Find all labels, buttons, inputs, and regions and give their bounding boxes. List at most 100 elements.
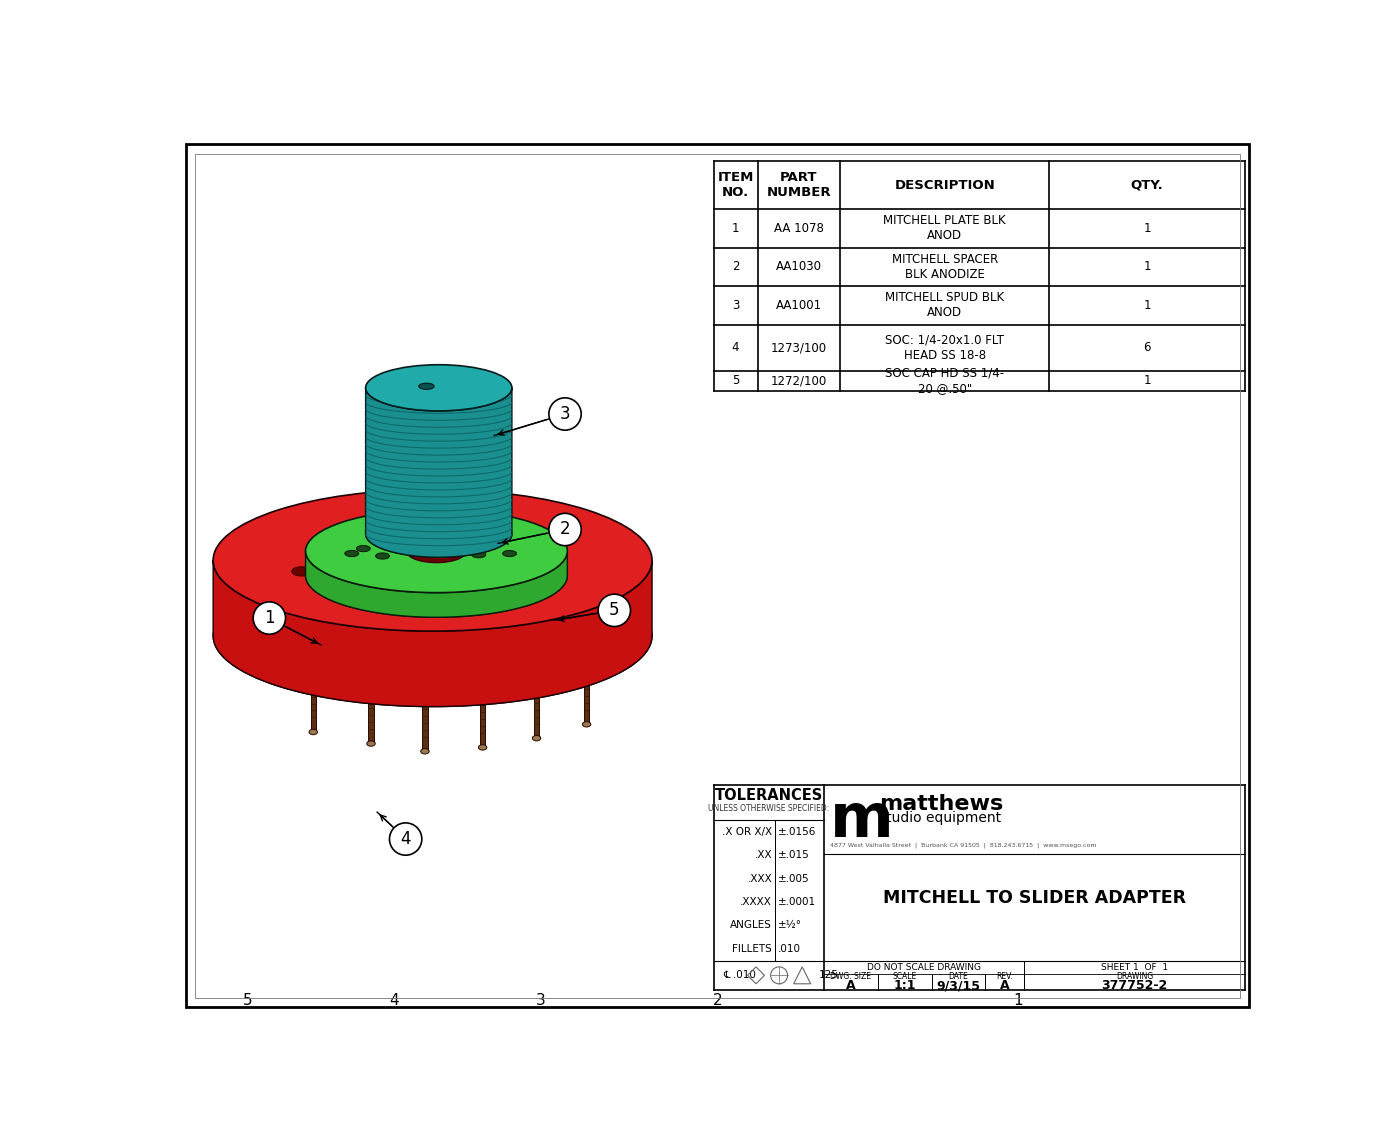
Text: .XXXX: .XXXX xyxy=(741,897,773,907)
Text: QTY.: QTY. xyxy=(1131,179,1163,192)
Ellipse shape xyxy=(365,511,512,557)
Text: .X OR X/X: .X OR X/X xyxy=(722,826,773,837)
Text: A: A xyxy=(846,979,855,992)
Ellipse shape xyxy=(414,546,420,548)
Polygon shape xyxy=(364,644,378,655)
Text: DRAWING: DRAWING xyxy=(1116,972,1154,982)
Text: UNLESS OTHERWISE SPECIFIED:: UNLESS OTHERWISE SPECIFIED: xyxy=(708,804,829,813)
Text: AA1030: AA1030 xyxy=(776,260,822,274)
Ellipse shape xyxy=(322,549,343,559)
Polygon shape xyxy=(584,636,589,724)
Ellipse shape xyxy=(361,540,381,551)
Ellipse shape xyxy=(582,722,591,727)
Ellipse shape xyxy=(367,741,375,747)
Text: MITCHELL TO SLIDER ADAPTER: MITCHELL TO SLIDER ADAPTER xyxy=(883,889,1186,907)
Text: 1: 1 xyxy=(1144,299,1151,312)
Polygon shape xyxy=(580,625,594,636)
Text: DATE: DATE xyxy=(949,972,969,982)
Text: 2: 2 xyxy=(713,993,722,1008)
Ellipse shape xyxy=(483,538,498,546)
Ellipse shape xyxy=(346,564,365,573)
Ellipse shape xyxy=(532,735,540,741)
Circle shape xyxy=(389,823,421,855)
Text: DESCRIPTION: DESCRIPTION xyxy=(895,179,995,192)
Text: ±.0156: ±.0156 xyxy=(778,826,816,837)
Text: ITEM
NO.: ITEM NO. xyxy=(717,171,753,200)
Polygon shape xyxy=(213,560,652,707)
Polygon shape xyxy=(368,656,374,743)
Text: 1273/100: 1273/100 xyxy=(770,341,827,355)
Text: SCALE: SCALE xyxy=(892,972,917,982)
Ellipse shape xyxy=(377,570,396,580)
Polygon shape xyxy=(480,659,486,748)
Text: 6: 6 xyxy=(1144,341,1151,355)
Ellipse shape xyxy=(291,567,312,576)
Polygon shape xyxy=(305,551,567,617)
Text: TOLERANCES: TOLERANCES xyxy=(714,789,823,804)
Ellipse shape xyxy=(357,546,370,552)
Text: 1: 1 xyxy=(1144,222,1151,235)
Polygon shape xyxy=(529,638,545,650)
Text: 3: 3 xyxy=(536,993,545,1008)
Text: DO NOT SCALE DRAWING: DO NOT SCALE DRAWING xyxy=(867,963,981,972)
Text: PART
NUMBER: PART NUMBER xyxy=(766,171,832,200)
Text: MITCHELL SPUD BLK
ANOD: MITCHELL SPUD BLK ANOD xyxy=(885,292,1004,319)
Ellipse shape xyxy=(213,565,652,707)
Ellipse shape xyxy=(419,383,434,390)
Ellipse shape xyxy=(484,544,504,553)
Text: DWG. SIZE: DWG. SIZE xyxy=(830,972,871,982)
Text: 3: 3 xyxy=(732,299,739,312)
Text: ±.005: ±.005 xyxy=(778,873,811,884)
Text: ±½°: ±½° xyxy=(778,920,802,930)
Text: ±.015: ±.015 xyxy=(778,850,811,860)
Text: AA1001: AA1001 xyxy=(776,299,822,312)
Text: 1: 1 xyxy=(1014,993,1022,1008)
Text: matthews: matthews xyxy=(879,795,1004,814)
Ellipse shape xyxy=(420,749,430,754)
Text: 2: 2 xyxy=(560,521,570,538)
Ellipse shape xyxy=(309,730,318,734)
Ellipse shape xyxy=(213,489,652,632)
Text: 3: 3 xyxy=(560,405,570,423)
Text: 4: 4 xyxy=(732,341,739,355)
Text: SOC: 1/4-20x1.0 FLT
HEAD SS 18-8: SOC: 1/4-20x1.0 FLT HEAD SS 18-8 xyxy=(885,334,1004,361)
Ellipse shape xyxy=(531,553,550,562)
Text: ANGLES: ANGLES xyxy=(731,920,773,930)
Text: m: m xyxy=(830,791,893,850)
Circle shape xyxy=(598,594,630,627)
Text: 4877 West Valhalla Street  |  Burbank CA 91505  |  818.243.6715  |  www.msego.co: 4877 West Valhalla Street | Burbank CA 9… xyxy=(830,842,1096,848)
Ellipse shape xyxy=(375,553,389,559)
Text: SHEET 1  OF  1: SHEET 1 OF 1 xyxy=(1100,963,1168,972)
Text: 4: 4 xyxy=(400,830,412,848)
Text: .XX: .XX xyxy=(755,850,773,860)
Ellipse shape xyxy=(365,365,512,410)
Ellipse shape xyxy=(484,571,497,577)
Text: 9/3/15: 9/3/15 xyxy=(937,979,980,992)
Text: 1: 1 xyxy=(265,609,274,627)
Ellipse shape xyxy=(479,744,487,750)
Ellipse shape xyxy=(483,543,497,549)
Ellipse shape xyxy=(406,539,466,563)
Polygon shape xyxy=(365,388,512,557)
Text: A: A xyxy=(1000,979,1009,992)
Text: AA 1078: AA 1078 xyxy=(774,222,823,235)
Polygon shape xyxy=(475,648,490,659)
Text: 125: 125 xyxy=(819,970,839,980)
Ellipse shape xyxy=(472,552,486,557)
Ellipse shape xyxy=(487,540,494,544)
Text: studio equipment: studio equipment xyxy=(879,812,1001,825)
Text: MITCHELL PLATE BLK
ANOD: MITCHELL PLATE BLK ANOD xyxy=(883,214,1007,243)
Ellipse shape xyxy=(507,561,528,570)
Text: .XXX: .XXX xyxy=(748,873,773,884)
Text: 5: 5 xyxy=(732,374,739,388)
Polygon shape xyxy=(533,650,539,739)
Text: 1: 1 xyxy=(1144,260,1151,274)
Ellipse shape xyxy=(305,510,567,593)
Text: REV.: REV. xyxy=(997,972,1014,982)
Polygon shape xyxy=(423,662,427,751)
Text: 5: 5 xyxy=(609,601,620,619)
Text: SOC CAP HD SS 1/4-
20 @.50": SOC CAP HD SS 1/4- 20 @.50" xyxy=(885,367,1004,394)
Circle shape xyxy=(549,398,581,430)
Text: MITCHELL SPACER
BLK ANODIZE: MITCHELL SPACER BLK ANODIZE xyxy=(892,253,998,280)
Ellipse shape xyxy=(344,551,358,556)
